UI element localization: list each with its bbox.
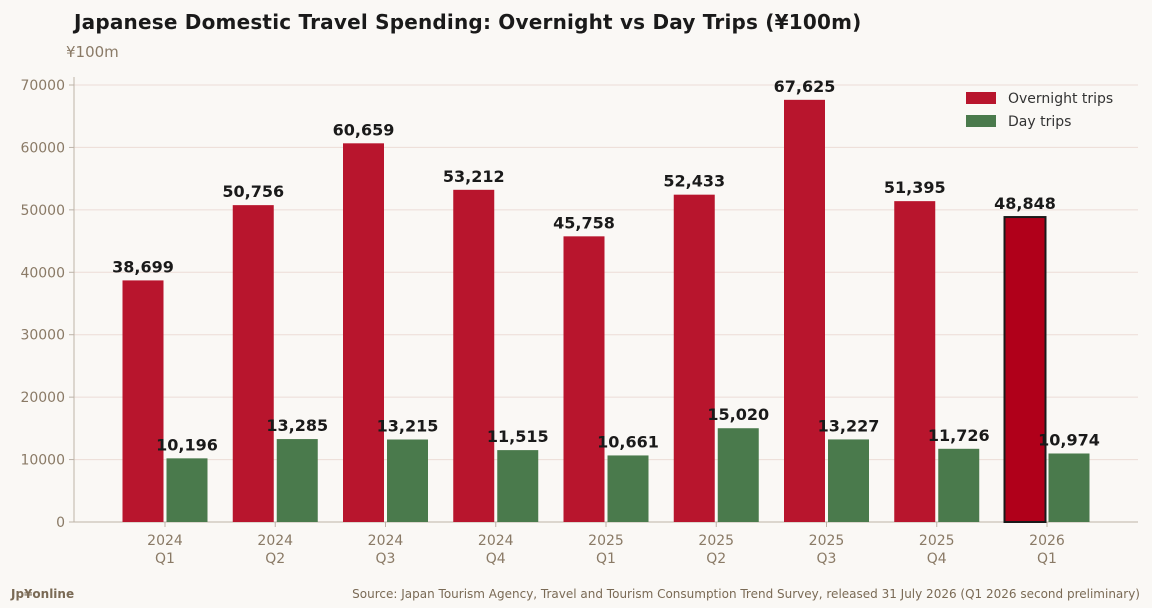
legend-label-day: Day trips <box>1008 114 1071 130</box>
x-tick-label: 2025 Q1 <box>588 533 624 567</box>
x-tick-label: 2024 Q2 <box>257 533 293 567</box>
y-tick-label: 60000 <box>20 140 65 156</box>
bar-day-5 <box>717 428 759 522</box>
y-axis-unit-label: ¥100m <box>66 43 119 61</box>
bar-day-3 <box>497 450 539 522</box>
x-axis: 2024 Q1 2024 Q2 2024 Q3 2024 Q4 2025 Q1 2025 Q2 2025… <box>74 521 1138 567</box>
bar-day-4 <box>607 455 649 522</box>
bar-day-8 <box>1048 453 1090 522</box>
data-label: 13,285 <box>266 416 328 435</box>
data-label: 48,848 <box>994 194 1056 213</box>
data-label: 13,215 <box>377 417 439 436</box>
bar-day-0 <box>166 458 208 522</box>
y-tick-label: 30000 <box>20 328 65 344</box>
legend-swatch-overnight <box>966 92 996 104</box>
x-tick-label: 2024 Q3 <box>368 533 404 567</box>
data-label: 13,227 <box>818 416 880 435</box>
bar-day-7 <box>938 448 980 522</box>
data-label: 53,212 <box>443 167 505 186</box>
x-tick-label: 2024 Q1 <box>147 533 183 567</box>
x-tick-label: 2025 Q3 <box>809 533 845 567</box>
x-tick-label: 2026 Q1 <box>1029 533 1065 567</box>
bar-overnight-0 <box>122 280 164 522</box>
data-label: 11,726 <box>928 426 990 445</box>
bar-overnight-8 <box>1003 216 1047 523</box>
data-label: 50,756 <box>222 182 284 201</box>
data-label: 51,395 <box>884 178 946 197</box>
source-note: Source: Japan Tourism Agency, Travel and… <box>352 587 1140 601</box>
x-tick-label: 2025 Q4 <box>919 533 955 567</box>
data-labels: 38,699 10,196 50,756 13,285 60,659 13,215 53,2… <box>112 77 1100 455</box>
bars <box>122 99 1090 523</box>
y-tick-label: 40000 <box>20 265 65 281</box>
bar-day-1 <box>276 439 318 522</box>
legend-label-overnight: Overnight trips <box>1008 91 1113 107</box>
data-label: 38,699 <box>112 257 174 276</box>
data-label: 10,661 <box>597 432 659 451</box>
data-label: 67,625 <box>774 77 836 96</box>
data-label: 52,433 <box>663 172 725 191</box>
data-label: 10,196 <box>156 435 218 454</box>
y-tick-label: 20000 <box>20 390 65 406</box>
data-label: 45,758 <box>553 213 615 232</box>
chart-title: Japanese Domestic Travel Spending: Overn… <box>74 10 862 34</box>
bar-overnight-3 <box>453 189 495 522</box>
y-axis: 0 10000 20000 30000 40000 50000 60000 70000 <box>20 77 75 531</box>
bar-overnight-5 <box>673 194 715 522</box>
data-label: 10,974 <box>1038 430 1100 449</box>
legend: Overnight trips Day trips <box>966 91 1113 130</box>
bar-overnight-2 <box>343 143 384 523</box>
data-label: 60,659 <box>333 120 395 139</box>
bar-day-6 <box>828 439 869 522</box>
y-tick-label: 10000 <box>20 453 65 469</box>
bar-overnight-7 <box>894 201 936 522</box>
x-tick-label: 2024 Q4 <box>478 533 514 567</box>
bar-day-2 <box>387 439 428 522</box>
data-label: 11,515 <box>487 427 549 446</box>
legend-swatch-day <box>966 115 996 127</box>
bar-overnight-1 <box>232 205 274 522</box>
y-tick-label: 0 <box>56 515 65 531</box>
brand-logo-text: Jp¥online <box>11 587 75 601</box>
x-tick-label: 2025 Q2 <box>698 533 734 567</box>
y-tick-label: 50000 <box>20 203 65 219</box>
bar-overnight-6 <box>784 99 825 522</box>
bar-chart: 0 10000 20000 30000 40000 50000 60000 70000 202… <box>20 77 1138 567</box>
y-tick-label: 70000 <box>20 78 65 94</box>
data-label: 15,020 <box>707 405 769 424</box>
bar-overnight-4 <box>563 236 605 522</box>
